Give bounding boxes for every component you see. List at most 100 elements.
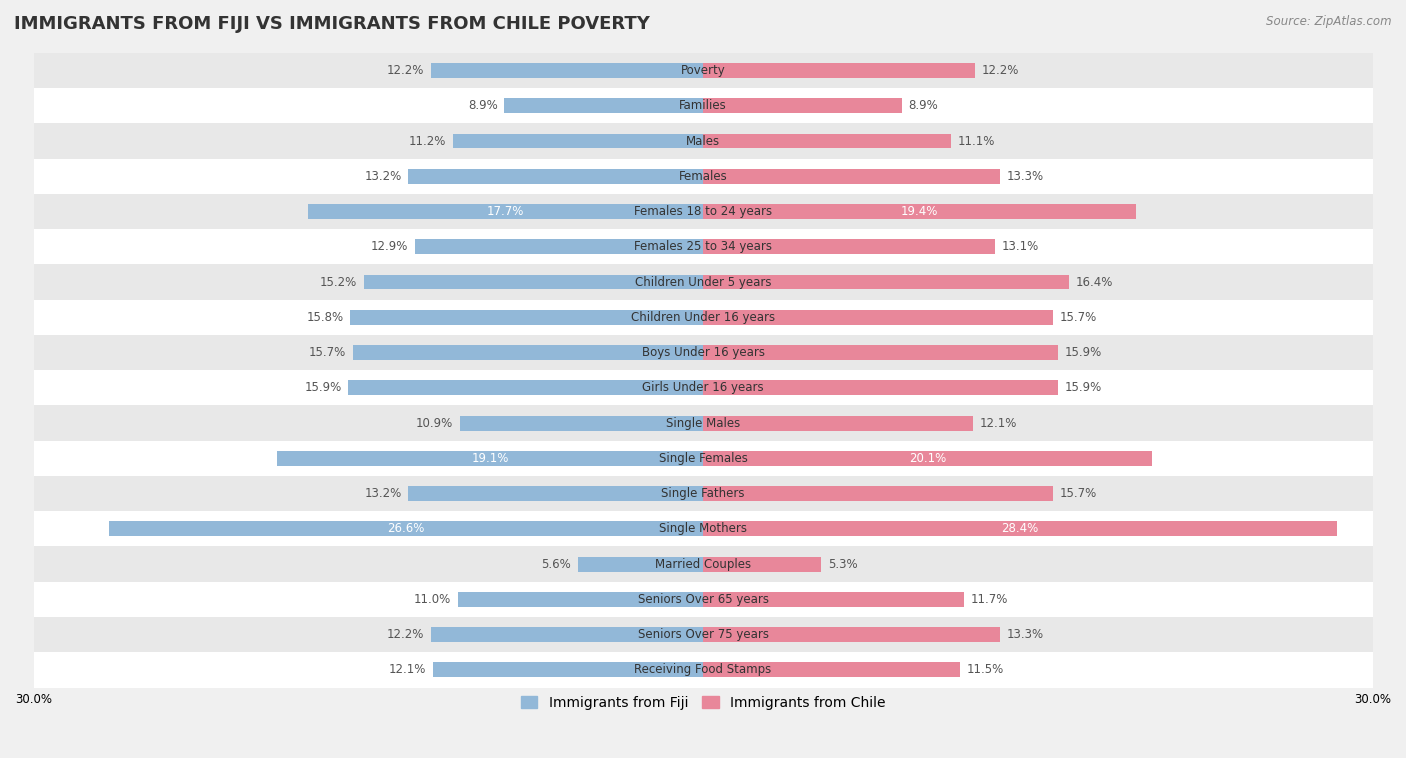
Bar [703,522,1337,536]
Bar [308,204,703,219]
Bar [703,556,821,572]
Text: 5.3%: 5.3% [828,558,858,571]
Bar [453,133,703,149]
Bar [364,274,703,290]
Bar [34,653,1372,688]
Bar [430,63,703,78]
Text: 10.9%: 10.9% [416,417,453,430]
Bar [703,99,901,113]
Bar [34,299,1372,335]
Text: 12.2%: 12.2% [981,64,1019,77]
Text: Single Females: Single Females [658,452,748,465]
Text: 11.7%: 11.7% [970,593,1008,606]
Bar [34,440,1372,476]
Bar [578,556,703,572]
Bar [703,240,995,254]
Bar [703,63,976,78]
Text: 11.1%: 11.1% [957,134,995,148]
Text: Boys Under 16 years: Boys Under 16 years [641,346,765,359]
Text: Males: Males [686,134,720,148]
Bar [703,627,1000,642]
Text: 12.1%: 12.1% [980,417,1017,430]
Bar [703,133,950,149]
Bar [703,169,1000,183]
Bar [703,381,1057,395]
Text: Single Males: Single Males [666,417,740,430]
Bar [457,592,703,607]
Bar [34,53,1372,88]
Bar [430,627,703,642]
Bar [703,274,1069,290]
Text: Females 18 to 24 years: Females 18 to 24 years [634,205,772,218]
Bar [703,310,1053,324]
Text: 13.2%: 13.2% [364,170,402,183]
Bar [110,522,703,536]
Text: 17.7%: 17.7% [486,205,524,218]
Text: 13.3%: 13.3% [1007,170,1043,183]
Text: 13.3%: 13.3% [1007,628,1043,641]
Text: 12.2%: 12.2% [387,64,425,77]
Bar [34,617,1372,653]
Bar [34,581,1372,617]
Text: IMMIGRANTS FROM FIJI VS IMMIGRANTS FROM CHILE POVERTY: IMMIGRANTS FROM FIJI VS IMMIGRANTS FROM … [14,15,650,33]
Text: 15.9%: 15.9% [1064,381,1102,394]
Text: Single Mothers: Single Mothers [659,522,747,535]
Text: Source: ZipAtlas.com: Source: ZipAtlas.com [1267,15,1392,28]
Bar [34,265,1372,299]
Bar [34,370,1372,406]
Bar [34,88,1372,124]
Bar [34,158,1372,194]
Bar [353,345,703,360]
Bar [34,124,1372,158]
Text: Children Under 16 years: Children Under 16 years [631,311,775,324]
Text: 12.9%: 12.9% [371,240,408,253]
Text: 8.9%: 8.9% [468,99,498,112]
Text: 15.7%: 15.7% [1060,487,1097,500]
Text: 8.9%: 8.9% [908,99,938,112]
Text: 12.2%: 12.2% [387,628,425,641]
Text: 13.2%: 13.2% [364,487,402,500]
Text: 15.8%: 15.8% [307,311,343,324]
Text: 5.6%: 5.6% [541,558,571,571]
Bar [703,592,965,607]
Text: 15.9%: 15.9% [1064,346,1102,359]
Text: 19.4%: 19.4% [901,205,938,218]
Text: 16.4%: 16.4% [1076,276,1114,289]
Text: 15.2%: 15.2% [319,276,357,289]
Bar [34,476,1372,511]
Text: Seniors Over 65 years: Seniors Over 65 years [637,593,769,606]
Text: 15.7%: 15.7% [1060,311,1097,324]
Text: 11.0%: 11.0% [413,593,451,606]
Text: 13.1%: 13.1% [1002,240,1039,253]
Text: 15.9%: 15.9% [304,381,342,394]
Text: 26.6%: 26.6% [388,522,425,535]
Bar [703,415,973,431]
Text: Seniors Over 75 years: Seniors Over 75 years [637,628,769,641]
Legend: Immigrants from Fiji, Immigrants from Chile: Immigrants from Fiji, Immigrants from Ch… [515,691,891,716]
Text: Poverty: Poverty [681,64,725,77]
Bar [34,335,1372,370]
Bar [34,194,1372,229]
Bar [433,662,703,678]
Bar [34,547,1372,581]
Bar [277,451,703,465]
Text: 11.5%: 11.5% [966,663,1004,676]
Text: 15.7%: 15.7% [309,346,346,359]
Text: Females: Females [679,170,727,183]
Text: Single Fathers: Single Fathers [661,487,745,500]
Bar [34,229,1372,265]
Bar [408,169,703,183]
Bar [703,451,1152,465]
Bar [349,381,703,395]
Bar [703,486,1053,501]
Text: Children Under 5 years: Children Under 5 years [634,276,772,289]
Text: 12.1%: 12.1% [389,663,426,676]
Bar [415,240,703,254]
Text: Married Couples: Married Couples [655,558,751,571]
Text: Females 25 to 34 years: Females 25 to 34 years [634,240,772,253]
Bar [703,345,1057,360]
Bar [460,415,703,431]
Bar [350,310,703,324]
Bar [34,406,1372,440]
Text: 19.1%: 19.1% [471,452,509,465]
